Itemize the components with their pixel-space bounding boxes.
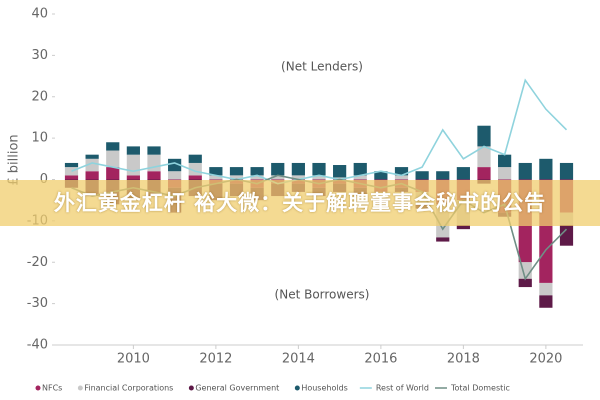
bar — [539, 282, 553, 296]
bar — [126, 175, 140, 180]
legend-label: Rest of World — [376, 384, 429, 393]
bar — [436, 237, 450, 242]
bar — [271, 175, 285, 180]
x-tick-label: 2010 — [117, 352, 150, 367]
annotation: (Net Lenders) — [281, 60, 363, 74]
bar — [291, 175, 305, 180]
bar — [64, 162, 79, 168]
bar — [456, 167, 470, 180]
bar — [539, 295, 553, 308]
y-tick-label: 20 — [31, 89, 48, 104]
legend-swatch — [294, 385, 300, 391]
bar — [188, 175, 202, 180]
bar — [168, 171, 182, 180]
legend-label: Households — [301, 384, 348, 393]
bar — [374, 171, 388, 180]
bar — [126, 154, 140, 176]
bar — [168, 158, 182, 172]
y-tick-label: -40 — [27, 338, 48, 353]
legend-swatch — [77, 385, 83, 391]
bar — [436, 171, 450, 180]
bar — [312, 175, 326, 180]
legend-label: Financial Corporations — [84, 384, 173, 393]
y-tick-label: -20 — [27, 255, 48, 270]
bar — [353, 175, 367, 180]
bar — [64, 175, 79, 180]
legend-swatch — [188, 385, 194, 391]
bar — [456, 225, 470, 230]
bar — [85, 171, 99, 180]
bar — [106, 150, 120, 168]
bar — [188, 154, 202, 163]
bar — [498, 167, 512, 180]
overlay-banner: 外汇黄金杠杆 裕大微：关于解聘董事会秘书的公告 — [0, 180, 600, 226]
y-tick-label: 30 — [31, 48, 48, 63]
bar — [559, 162, 574, 180]
bar — [250, 175, 264, 180]
legend-label: General Government — [195, 384, 279, 393]
legend-swatch — [35, 385, 41, 391]
bar — [539, 158, 553, 180]
x-tick-label: 2014 — [282, 352, 315, 367]
bar — [477, 125, 491, 147]
bar — [147, 171, 161, 180]
legend-label: NFCs — [42, 384, 62, 393]
bar — [333, 177, 347, 180]
bar — [271, 162, 285, 176]
bar — [229, 175, 244, 180]
x-tick-label: 2016 — [364, 352, 397, 367]
bar — [394, 167, 409, 176]
y-tick-label: 0 — [40, 172, 48, 187]
y-tick-label: 40 — [31, 7, 48, 22]
bar — [394, 175, 409, 180]
y-tick-label: -30 — [27, 296, 48, 311]
bar — [353, 162, 367, 176]
bar — [106, 167, 120, 180]
bar — [518, 162, 532, 180]
bar — [209, 175, 223, 180]
bar — [85, 154, 99, 159]
bar — [106, 142, 120, 151]
x-tick-label: 2020 — [529, 352, 562, 367]
bar — [85, 158, 99, 172]
legend-label: Total Domestic — [450, 384, 510, 393]
bar — [250, 167, 264, 176]
line — [71, 78, 568, 185]
bar — [126, 146, 140, 155]
bar — [477, 146, 491, 168]
annotation: (Net Borrowers) — [275, 288, 370, 302]
bar — [229, 167, 244, 176]
bar — [415, 171, 429, 180]
bar — [291, 162, 305, 176]
bar — [333, 165, 347, 178]
bar — [518, 278, 532, 288]
bar — [559, 225, 574, 246]
y-axis-label: £ billion — [7, 134, 22, 185]
bar — [312, 162, 326, 176]
y-tick-label: 10 — [31, 131, 48, 146]
bar — [147, 146, 161, 155]
bar — [477, 167, 491, 180]
bar — [209, 167, 223, 176]
x-tick-label: 2018 — [447, 352, 480, 367]
x-tick-label: 2012 — [199, 352, 232, 367]
bar — [498, 154, 512, 168]
